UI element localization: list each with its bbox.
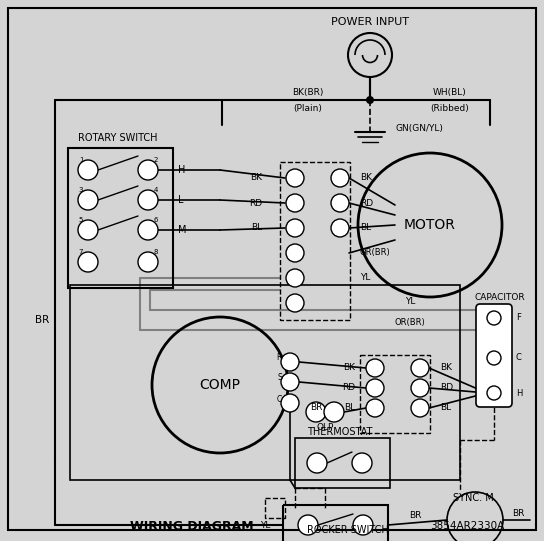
Text: (Plain): (Plain) — [294, 103, 323, 113]
Circle shape — [281, 373, 299, 391]
Circle shape — [78, 252, 98, 272]
Circle shape — [487, 351, 501, 365]
Text: BL: BL — [360, 223, 371, 233]
Text: S: S — [277, 373, 282, 382]
Text: C: C — [516, 353, 522, 362]
Circle shape — [286, 169, 304, 187]
Circle shape — [78, 190, 98, 210]
Circle shape — [306, 402, 326, 422]
Text: THERMOSTAT: THERMOSTAT — [307, 427, 373, 437]
Text: C: C — [277, 394, 282, 404]
Circle shape — [411, 379, 429, 397]
Text: BR: BR — [409, 511, 421, 520]
Text: 5: 5 — [79, 217, 83, 223]
Circle shape — [78, 160, 98, 180]
Text: BK: BK — [360, 174, 372, 182]
Circle shape — [487, 386, 501, 400]
Bar — [68, 148, 173, 288]
Circle shape — [286, 244, 304, 262]
Text: 7: 7 — [79, 249, 83, 255]
Text: (Ribbed): (Ribbed) — [431, 103, 469, 113]
Circle shape — [331, 169, 349, 187]
Circle shape — [298, 515, 318, 535]
Text: 3854AR2330A: 3854AR2330A — [430, 521, 504, 531]
Text: RD: RD — [440, 384, 453, 393]
Text: BK(BR): BK(BR) — [292, 89, 324, 97]
Text: MOTOR: MOTOR — [404, 218, 456, 232]
Text: SYNC. M.: SYNC. M. — [453, 493, 497, 503]
Circle shape — [78, 220, 98, 240]
Circle shape — [353, 515, 373, 535]
Text: L: L — [178, 195, 183, 205]
Text: POWER INPUT: POWER INPUT — [331, 17, 409, 27]
Circle shape — [324, 402, 344, 422]
Text: 8: 8 — [154, 249, 158, 255]
Circle shape — [286, 269, 304, 287]
Text: BR: BR — [35, 315, 49, 325]
Text: RD: RD — [360, 199, 373, 208]
Text: R: R — [277, 353, 282, 362]
Text: 4: 4 — [154, 187, 158, 193]
Circle shape — [366, 379, 384, 397]
Text: 1: 1 — [79, 157, 83, 163]
Circle shape — [307, 453, 327, 473]
Text: BL: BL — [440, 404, 451, 412]
Text: OLP: OLP — [316, 424, 333, 432]
Text: WH(BL): WH(BL) — [433, 89, 467, 97]
Text: H: H — [516, 388, 522, 398]
Text: YL: YL — [259, 520, 270, 530]
Bar — [265, 498, 285, 518]
Text: GN(GN/YL): GN(GN/YL) — [395, 123, 443, 133]
Bar — [280, 162, 350, 320]
Text: CAPACITOR: CAPACITOR — [475, 293, 526, 301]
Text: M: M — [178, 225, 187, 235]
Text: F: F — [516, 313, 521, 322]
Circle shape — [352, 453, 372, 473]
Circle shape — [138, 160, 158, 180]
Bar — [360, 355, 430, 433]
Circle shape — [138, 190, 158, 210]
Text: BK: BK — [250, 174, 262, 182]
Circle shape — [286, 219, 304, 237]
Text: OR(BR): OR(BR) — [360, 248, 391, 258]
Text: 6: 6 — [154, 217, 158, 223]
Text: OR(BR): OR(BR) — [394, 318, 425, 327]
Text: BK: BK — [440, 364, 452, 373]
Text: WIRING DIAGRAM: WIRING DIAGRAM — [130, 519, 254, 532]
Circle shape — [138, 252, 158, 272]
Circle shape — [281, 394, 299, 412]
Circle shape — [138, 220, 158, 240]
Text: YL: YL — [360, 274, 370, 282]
Text: COMP: COMP — [200, 378, 240, 392]
Text: RD: RD — [342, 384, 355, 393]
Text: BR: BR — [512, 509, 524, 518]
Text: ROCKER SWITCH: ROCKER SWITCH — [307, 525, 389, 535]
Circle shape — [487, 311, 501, 325]
FancyBboxPatch shape — [476, 304, 512, 407]
Text: ROTARY SWITCH: ROTARY SWITCH — [78, 133, 158, 143]
Circle shape — [411, 399, 429, 417]
Text: BL: BL — [344, 404, 355, 412]
Circle shape — [331, 219, 349, 237]
Circle shape — [366, 96, 374, 104]
Circle shape — [286, 194, 304, 212]
Text: BL: BL — [251, 223, 262, 233]
Circle shape — [286, 294, 304, 312]
Text: 2: 2 — [154, 157, 158, 163]
Bar — [70, 285, 460, 480]
Text: H: H — [178, 165, 186, 175]
Circle shape — [331, 194, 349, 212]
Text: BK: BK — [343, 364, 355, 373]
Circle shape — [366, 399, 384, 417]
Text: 3: 3 — [79, 187, 83, 193]
Text: RD: RD — [249, 199, 262, 208]
Circle shape — [281, 353, 299, 371]
Text: YL: YL — [405, 298, 415, 307]
Circle shape — [411, 359, 429, 377]
Text: BR: BR — [310, 403, 323, 412]
Circle shape — [366, 359, 384, 377]
Bar — [295, 438, 390, 488]
Bar — [283, 505, 388, 541]
